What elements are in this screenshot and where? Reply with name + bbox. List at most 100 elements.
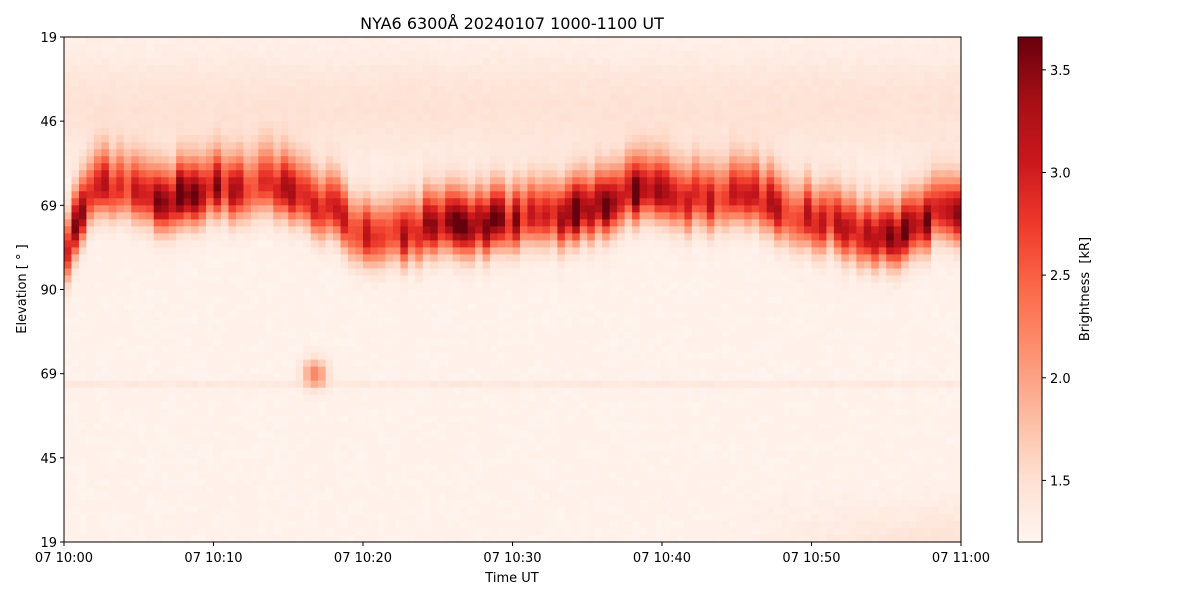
- heatmap-cell: [392, 296, 401, 305]
- heatmap-cell: [579, 128, 588, 136]
- heatmap-cell: [280, 296, 289, 305]
- heatmap-cell: [78, 44, 88, 52]
- heatmap-cell: [407, 415, 416, 424]
- heatmap-cell: [280, 373, 289, 382]
- heatmap-cell: [549, 450, 558, 459]
- heatmap-cell: [475, 170, 484, 178]
- heatmap-cell: [348, 184, 357, 192]
- heatmap-cell: [295, 254, 304, 263]
- heatmap-cell: [534, 170, 543, 178]
- heatmap-cell: [340, 247, 349, 256]
- heatmap-cell: [101, 303, 110, 312]
- heatmap-cell: [437, 93, 446, 101]
- heatmap-cell: [198, 191, 207, 199]
- heatmap-cell: [557, 352, 566, 361]
- heatmap-cell: [206, 471, 215, 480]
- heatmap-cell: [564, 506, 573, 515]
- heatmap-cell: [490, 282, 499, 291]
- heatmap-cell: [78, 366, 88, 375]
- heatmap-cell: [385, 289, 394, 298]
- heatmap-cell: [220, 478, 230, 487]
- heatmap-cell: [310, 443, 319, 452]
- heatmap-cell: [572, 44, 581, 52]
- heatmap-cell: [138, 443, 147, 452]
- heatmap-cell: [228, 296, 237, 305]
- heatmap-cell: [108, 331, 117, 340]
- heatmap-cell: [93, 373, 102, 382]
- heatmap-cell: [265, 79, 274, 87]
- heatmap-cell: [437, 534, 446, 543]
- heatmap-cell: [497, 338, 506, 347]
- heatmap-cell: [505, 212, 514, 220]
- heatmap-cell: [243, 135, 252, 143]
- heatmap-cell: [325, 128, 334, 136]
- heatmap-cell: [534, 317, 543, 326]
- heatmap-cell: [348, 128, 357, 136]
- heatmap-cell: [475, 457, 484, 466]
- heatmap-cell: [415, 240, 424, 249]
- heatmap-cell: [101, 492, 110, 501]
- heatmap-cell: [116, 331, 125, 340]
- heatmap-cell: [467, 422, 476, 431]
- heatmap-cell: [64, 457, 73, 466]
- heatmap-cell: [542, 121, 551, 129]
- heatmap-cell: [445, 149, 454, 157]
- heatmap-cell: [183, 429, 192, 438]
- heatmap-cell: [564, 345, 573, 354]
- heatmap-cell: [288, 282, 297, 291]
- heatmap-cell: [363, 499, 372, 508]
- heatmap-cell: [78, 450, 88, 459]
- heatmap-cell: [363, 86, 372, 94]
- heatmap-cell: [213, 534, 222, 543]
- heatmap-cell: [273, 338, 282, 347]
- heatmap-cell: [385, 520, 394, 529]
- heatmap-cell: [220, 100, 230, 108]
- heatmap-cell: [542, 408, 551, 417]
- heatmap-cell: [407, 373, 416, 382]
- heatmap-cell: [101, 422, 110, 431]
- heatmap-cell: [153, 240, 162, 249]
- heatmap-cell: [206, 268, 215, 277]
- heatmap-cell: [385, 408, 394, 417]
- heatmap-cell: [512, 156, 521, 164]
- heatmap-cell: [310, 282, 319, 291]
- heatmap-cell: [206, 135, 215, 143]
- heatmap-cell: [467, 443, 476, 452]
- heatmap-cell: [116, 240, 125, 249]
- heatmap-cell: [579, 51, 588, 59]
- heatmap-cell: [415, 205, 424, 213]
- heatmap-cell: [400, 205, 409, 213]
- heatmap-cell: [445, 233, 454, 241]
- heatmap-cell: [564, 520, 573, 529]
- heatmap-cell: [542, 506, 551, 515]
- heatmap-cell: [512, 415, 521, 424]
- heatmap-cell: [527, 58, 536, 66]
- heatmap-cell: [273, 429, 282, 438]
- heatmap-cell: [333, 387, 342, 396]
- heatmap-cell: [250, 345, 259, 354]
- heatmap-cell: [460, 520, 469, 529]
- heatmap-cell: [557, 72, 566, 80]
- heatmap-cell: [392, 128, 401, 136]
- heatmap-cell: [153, 114, 162, 122]
- heatmap-cell: [138, 492, 147, 501]
- heatmap-cell: [191, 135, 200, 143]
- heatmap-cell: [527, 443, 536, 452]
- heatmap-cell: [64, 72, 73, 80]
- heatmap-cell: [206, 240, 215, 249]
- heatmap-cell: [549, 233, 558, 241]
- heatmap-cell: [265, 387, 274, 396]
- heatmap-cell: [71, 100, 80, 108]
- heatmap-cell: [460, 471, 469, 480]
- heatmap-cell: [310, 275, 319, 284]
- heatmap-cell: [64, 142, 73, 150]
- heatmap-cell: [519, 121, 529, 129]
- heatmap-cell: [71, 93, 80, 101]
- heatmap-cell: [310, 436, 319, 445]
- heatmap-cell: [138, 149, 147, 157]
- heatmap-cell: [108, 513, 117, 522]
- heatmap-cell: [318, 86, 327, 94]
- heatmap-cell: [310, 58, 319, 66]
- heatmap-cell: [385, 177, 394, 185]
- heatmap-cell: [422, 170, 431, 178]
